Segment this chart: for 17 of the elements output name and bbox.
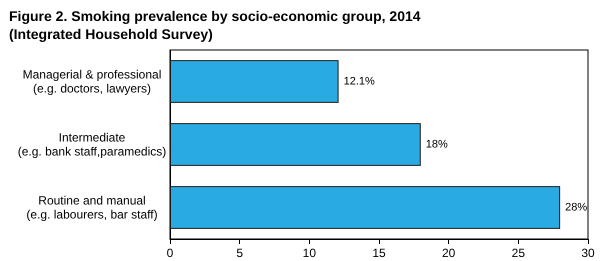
x-tick-label: 20 bbox=[442, 246, 456, 260]
data-label: 28% bbox=[565, 202, 588, 214]
x-tick-label: 25 bbox=[512, 246, 526, 260]
x-tick-label: 10 bbox=[302, 246, 316, 260]
chart-title: Figure 2. Smoking prevalence by socio-economic group, 2014 (Integrated Household Survey) bbox=[9, 8, 421, 42]
bar bbox=[170, 186, 560, 229]
x-tick-label: 30 bbox=[581, 246, 595, 260]
x-tick-label: 15 bbox=[372, 246, 386, 260]
data-label: 18% bbox=[426, 138, 448, 150]
data-label: 12.1% bbox=[344, 76, 375, 88]
bar bbox=[170, 60, 339, 103]
x-tick-label: 0 bbox=[166, 246, 174, 260]
bar bbox=[170, 123, 421, 166]
x-tick-label: 5 bbox=[236, 246, 244, 260]
y-tick-label: Managerial & professional (e.g. doctors, lawyers) bbox=[22, 68, 162, 96]
y-tick-label: Routine and manual (e.g. labourers, bar staff) bbox=[26, 194, 158, 222]
y-tick-label: Intermediate (e.g. bank staff,paramedics) bbox=[18, 130, 166, 158]
